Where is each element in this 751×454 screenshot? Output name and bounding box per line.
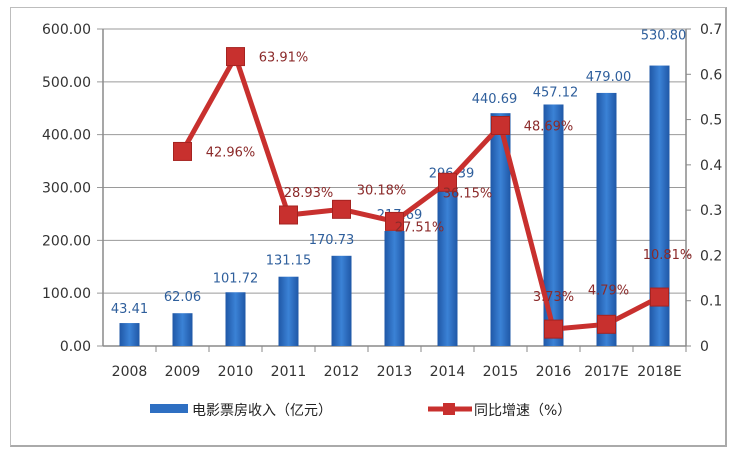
bar: [543, 104, 564, 346]
left-axis-tick: 300.00: [42, 181, 91, 197]
bar: [596, 92, 617, 346]
bar-value-label: 440.69: [472, 92, 518, 107]
growth-marker: [650, 287, 669, 307]
growth-value-label: 63.91%: [259, 51, 309, 66]
x-axis-label: 2010: [218, 364, 254, 380]
x-axis-label: 2013: [377, 364, 413, 380]
left-axis-tick: 100.00: [42, 286, 91, 302]
bar: [437, 189, 458, 346]
growth-marker: [491, 116, 510, 136]
bar: [119, 323, 140, 346]
growth-marker: [332, 199, 351, 219]
growth-value-label: 3.73%: [533, 290, 574, 305]
growth-value-label: 4.79%: [588, 283, 629, 298]
growth-value-label: 42.96%: [206, 145, 256, 160]
growth-marker: [173, 141, 192, 161]
bar-value-label: 479.00: [586, 70, 632, 85]
bar: [278, 276, 299, 346]
left-axis-tick: 400.00: [42, 128, 91, 144]
growth-value-label: 36.15%: [443, 186, 493, 201]
bar: [649, 65, 670, 346]
growth-value-label: 27.51%: [395, 220, 445, 235]
right-axis-tick: 0.5: [700, 113, 722, 129]
x-axis-label: 2016: [536, 364, 572, 380]
growth-value-label: 30.18%: [357, 183, 407, 198]
growth-marker: [385, 211, 404, 231]
bar-value-label: 131.15: [266, 254, 312, 269]
right-axis-tick: 0.7: [700, 22, 722, 38]
bar: [225, 292, 246, 346]
bar: [172, 313, 193, 346]
bar-value-label: 530.80: [641, 29, 687, 44]
right-axis-tick: 0.6: [700, 67, 722, 83]
growth-line: [180, 54, 661, 332]
bar: [384, 230, 405, 346]
x-axis-label: 2014: [430, 364, 466, 380]
right-axis-tick: 0.3: [700, 203, 722, 219]
growth-marker: [226, 47, 245, 67]
x-axis-label: 2008: [112, 364, 148, 380]
left-axis-tick: 0.00: [60, 339, 91, 355]
x-axis-label: 2017E: [584, 364, 628, 380]
bar: [331, 255, 352, 346]
right-axis-tick: 0.4: [700, 158, 722, 174]
x-axis-label: 2018E: [637, 364, 681, 380]
bar: [490, 113, 511, 346]
left-axis-tick: 200.00: [42, 233, 91, 249]
growth-marker: [438, 172, 457, 192]
growth-marker: [544, 319, 563, 339]
bar-value-label: 170.73: [309, 233, 355, 248]
bar-value-label: 43.41: [111, 302, 148, 317]
growth-value-label: 28.93%: [284, 186, 334, 201]
right-axis-tick: 0.2: [700, 248, 722, 264]
left-axis-tick: 500.00: [42, 75, 91, 91]
bar-value-label: 101.72: [213, 271, 259, 286]
right-axis-tick: 0.1: [700, 294, 722, 310]
right-axis-tick: 0: [700, 339, 709, 355]
bar-value-label: 62.06: [164, 290, 201, 305]
bar-value-label: 457.12: [533, 85, 579, 100]
growth-marker: [279, 205, 298, 225]
growth-value-label: 48.69%: [524, 120, 574, 135]
growth-value-label: 10.81%: [643, 248, 693, 263]
growth-marker: [597, 314, 616, 334]
x-axis-label: 2009: [165, 364, 201, 380]
x-axis-label: 2015: [483, 364, 519, 380]
x-axis-label: 2012: [324, 364, 360, 380]
x-axis-label: 2011: [271, 364, 307, 380]
left-axis-tick: 600.00: [42, 22, 91, 38]
